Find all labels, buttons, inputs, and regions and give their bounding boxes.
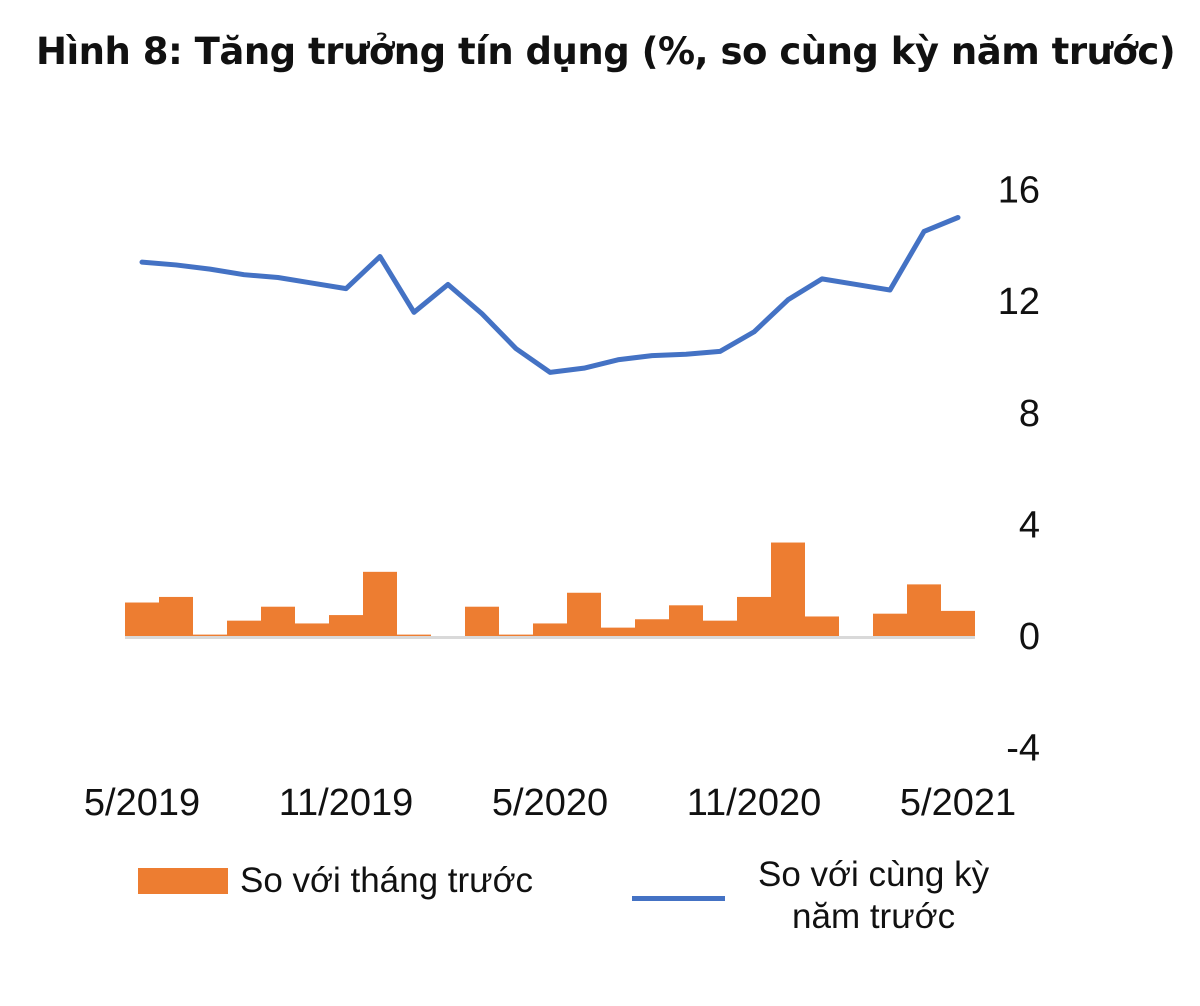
x-tick-label: 5/2020 [492,782,608,824]
bar [635,619,669,636]
bar [397,634,431,636]
y-tick-label: -4 [1006,728,1040,770]
bar [363,571,397,636]
x-tick-label: 5/2019 [84,782,200,824]
bar [533,623,567,636]
bar [329,615,363,636]
bar [669,605,703,636]
y-tick-label: 8 [1019,393,1040,435]
bar [159,596,193,636]
bar [465,606,499,636]
y-tick-label: 12 [998,281,1040,323]
legend-bar-swatch [138,867,228,894]
bar [737,596,771,636]
y-tick-label: 16 [998,170,1040,212]
legend-line-swatch [632,896,725,901]
y-tick-label: 0 [1019,616,1040,658]
bar [261,606,295,636]
bar [941,610,975,636]
bar [601,627,635,636]
bar [193,634,227,636]
bar [567,592,601,636]
bar [805,616,839,636]
bar [499,634,533,636]
y-tick-label: 4 [1019,504,1040,546]
bar [125,602,159,636]
bar [703,620,737,636]
line-series [139,215,961,375]
legend-bar-label: So với tháng trước [240,860,534,900]
bar [295,623,329,636]
bar [771,542,805,636]
legend-line-label-2: năm trước [792,897,956,936]
x-tick-label: 11/2019 [279,782,414,824]
x-tick-label: 11/2020 [687,782,822,824]
bar [227,620,261,636]
legend-bar: So với tháng trước [138,858,533,902]
bar [873,613,907,636]
bar [907,584,941,636]
legend-line-label-1: So với cùng kỳ [758,855,990,894]
x-tick-label: 5/2021 [900,782,1016,824]
legend-line-label: So với cùng kỳ năm trước [758,854,989,938]
chart-title: Hình 8: Tăng trưởng tín dụng (%, so cùng… [36,30,1176,73]
